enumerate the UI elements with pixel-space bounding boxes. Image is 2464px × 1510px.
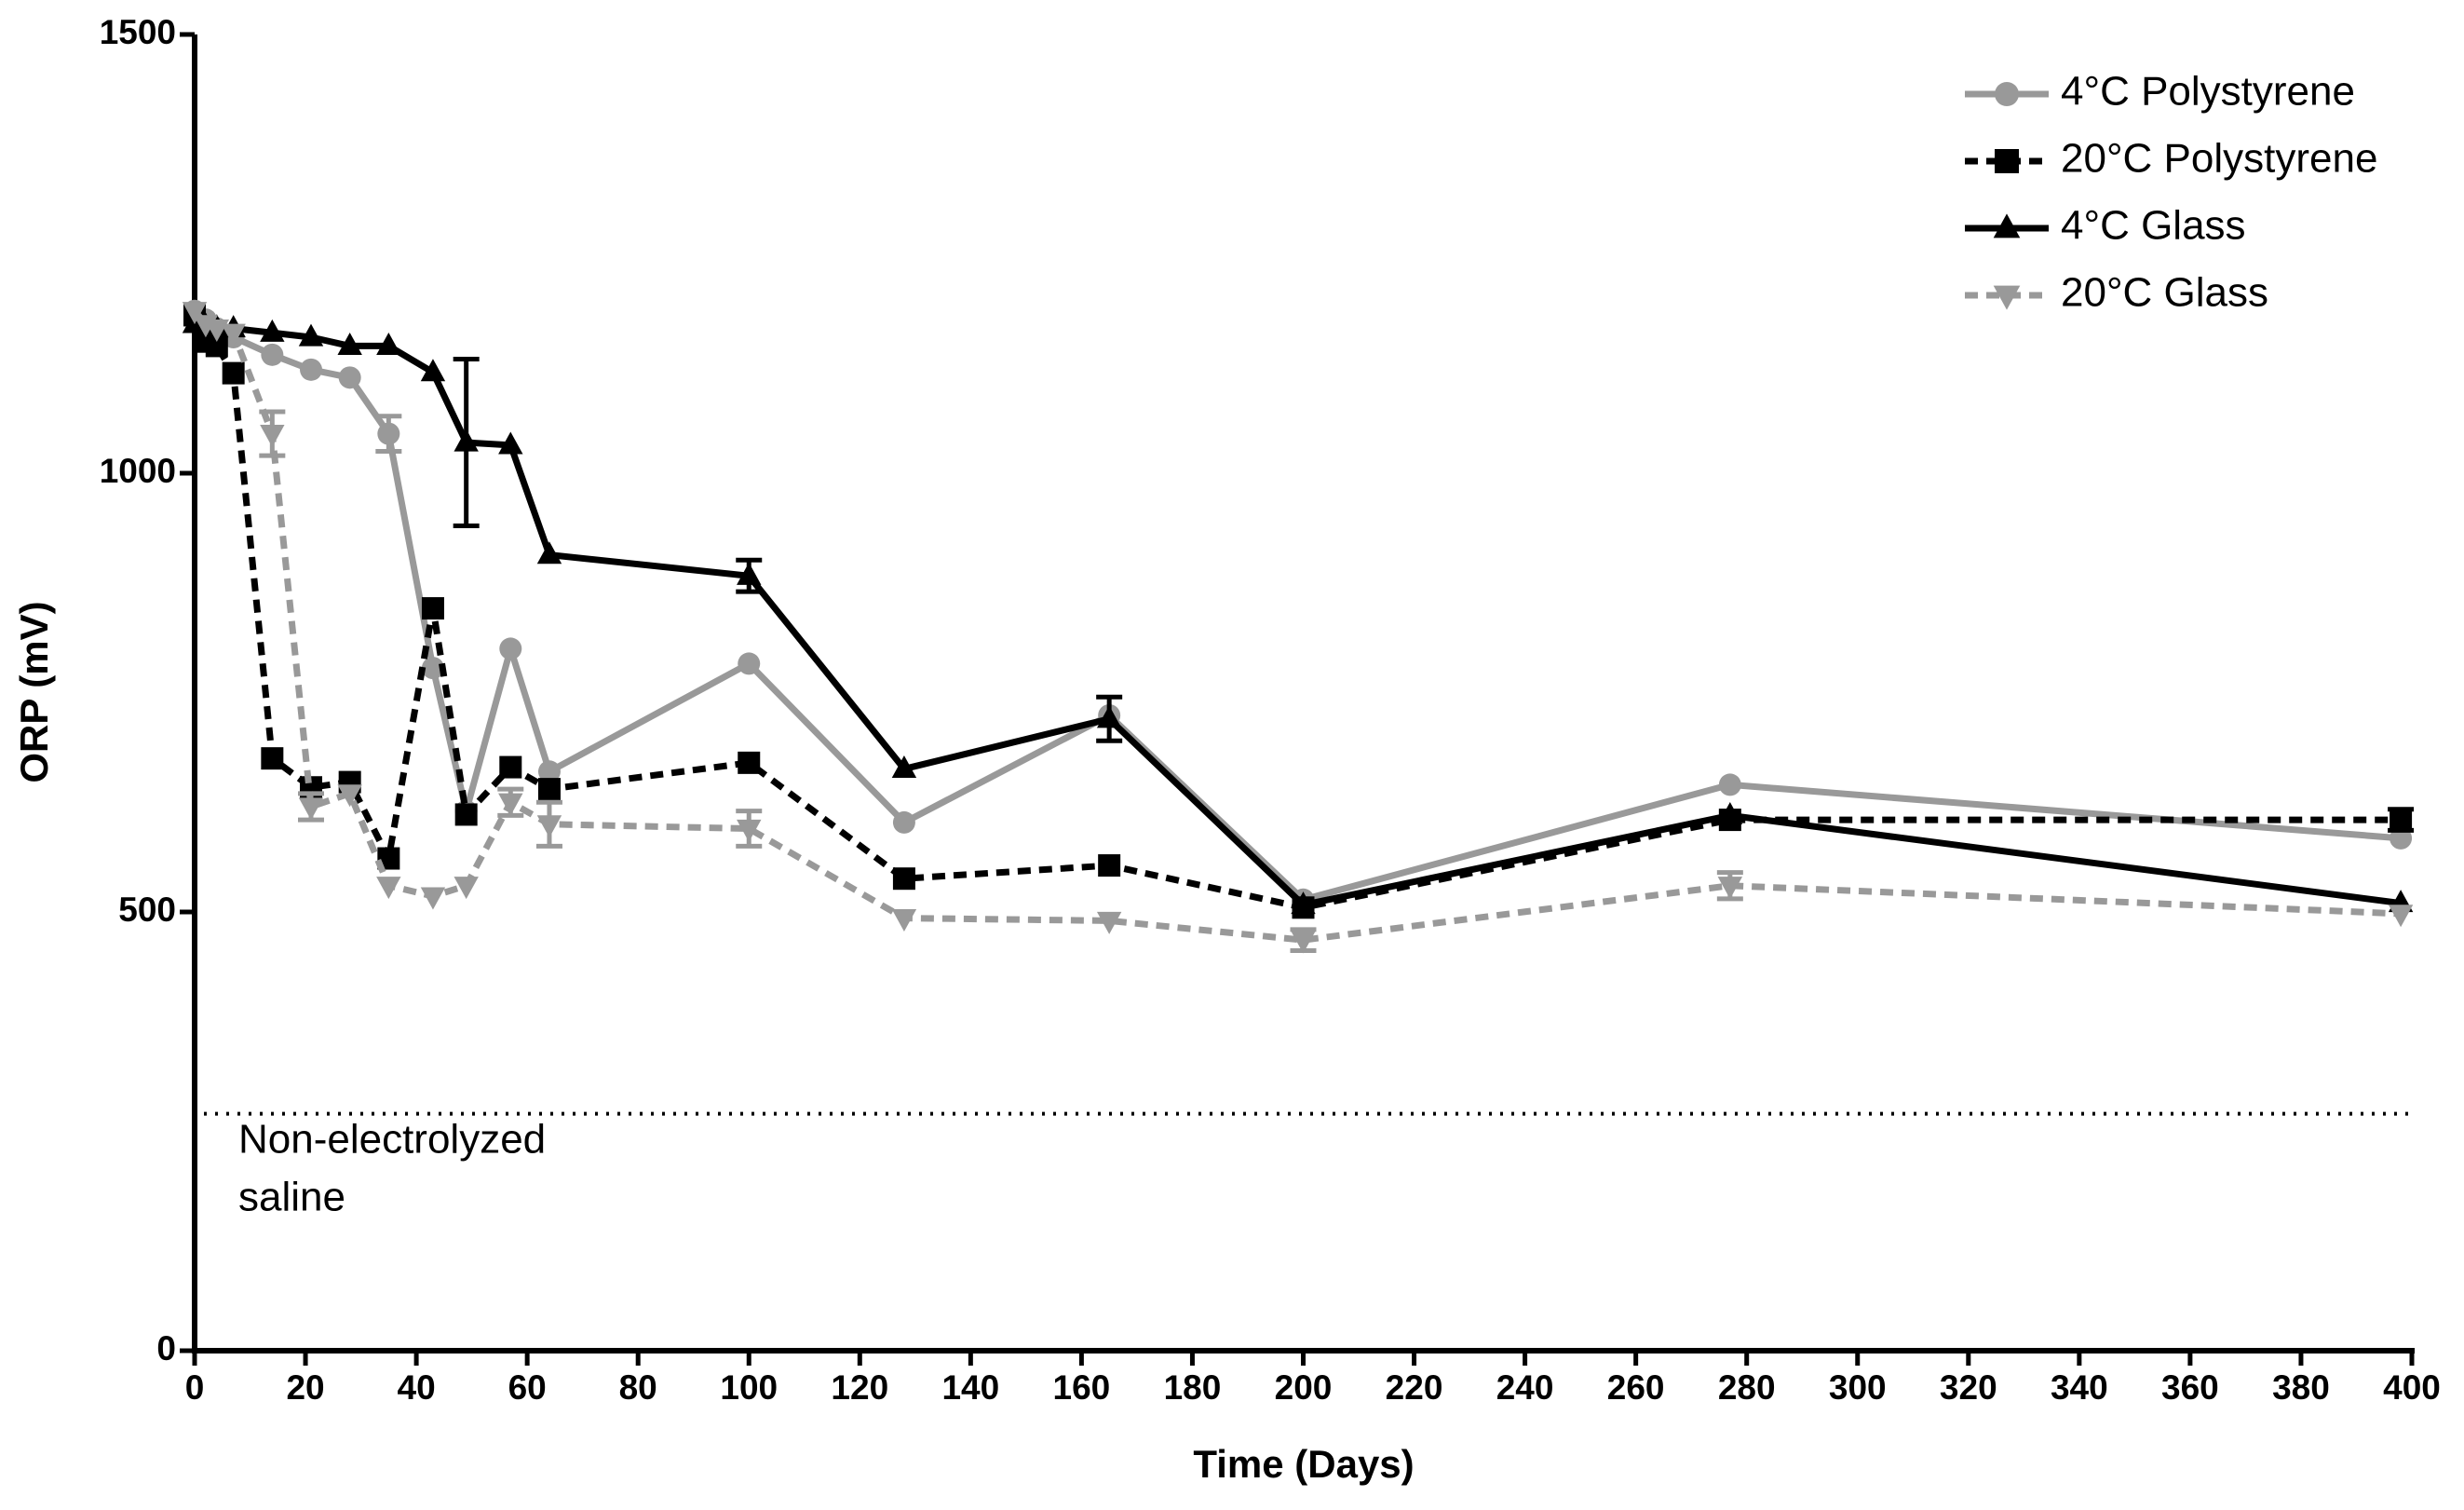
x-tick-label: 140 <box>941 1368 999 1407</box>
marker <box>337 333 362 356</box>
annotation: Non-electrolyzed <box>238 1116 546 1162</box>
marker <box>1993 213 2021 238</box>
marker <box>737 819 762 842</box>
legend-label: 20°C Glass <box>2061 270 2268 316</box>
marker <box>499 637 522 660</box>
marker <box>260 319 285 342</box>
x-tick-label: 200 <box>1275 1368 1333 1407</box>
x-tick-label: 180 <box>1164 1368 1222 1407</box>
marker <box>536 815 562 838</box>
legend-label: 4°C Polystyrene <box>2061 69 2355 115</box>
marker <box>454 803 478 826</box>
marker <box>300 358 323 381</box>
marker <box>298 797 324 821</box>
marker <box>536 541 562 565</box>
marker <box>891 755 917 779</box>
marker <box>1718 773 1741 796</box>
x-tick-label: 160 <box>1053 1368 1111 1407</box>
y-axis-title: ORP (mV) <box>12 601 56 782</box>
marker <box>2390 809 2413 832</box>
x-tick-label: 380 <box>2272 1368 2330 1407</box>
marker <box>537 778 561 801</box>
x-tick-label: 260 <box>1607 1368 1665 1407</box>
marker <box>222 361 245 385</box>
marker <box>1291 891 1316 915</box>
series-line <box>191 314 2402 911</box>
marker <box>892 867 915 891</box>
marker <box>2388 905 2414 928</box>
x-tick-label: 360 <box>2161 1368 2219 1407</box>
marker <box>376 877 401 900</box>
marker <box>499 755 522 779</box>
marker <box>420 359 446 382</box>
x-axis-title: Time (Days) <box>1193 1442 1414 1486</box>
x-tick-label: 280 <box>1718 1368 1776 1407</box>
marker <box>891 908 917 932</box>
marker <box>421 657 444 680</box>
x-tick-label: 120 <box>831 1368 888 1407</box>
x-tick-label: 40 <box>398 1368 436 1407</box>
marker <box>1096 911 1122 934</box>
marker <box>260 425 285 448</box>
legend-label: 4°C Glass <box>2061 203 2246 249</box>
marker <box>376 333 401 356</box>
marker <box>454 877 479 900</box>
marker <box>498 793 523 816</box>
x-tick-label: 340 <box>2051 1368 2108 1407</box>
x-tick-label: 60 <box>508 1368 547 1407</box>
marker <box>1717 801 1743 824</box>
series-line <box>194 320 2402 908</box>
marker <box>221 323 246 347</box>
y-tick-label: 500 <box>118 891 176 929</box>
marker <box>420 887 446 910</box>
marker <box>454 429 479 452</box>
marker <box>1993 285 2021 310</box>
marker <box>298 323 324 347</box>
legend-label: 20°C Polystyrene <box>2061 136 2377 182</box>
marker <box>498 431 523 455</box>
marker <box>737 562 762 585</box>
x-tick-label: 20 <box>286 1368 324 1407</box>
y-tick-label: 1500 <box>100 13 176 51</box>
marker <box>537 760 561 783</box>
x-tick-label: 300 <box>1829 1368 1887 1407</box>
x-tick-label: 400 <box>2383 1368 2441 1407</box>
marker <box>738 751 761 774</box>
marker <box>892 810 915 834</box>
x-tick-label: 220 <box>1386 1368 1443 1407</box>
marker <box>1098 854 1121 877</box>
marker <box>1995 149 2019 173</box>
marker <box>182 302 208 325</box>
marker <box>337 784 362 808</box>
marker <box>1995 82 2019 106</box>
marker <box>1096 705 1122 728</box>
marker <box>738 652 761 675</box>
x-tick-label: 320 <box>1940 1368 1997 1407</box>
x-tick-label: 240 <box>1496 1368 1554 1407</box>
series-line <box>192 308 2402 944</box>
annotation: saline <box>238 1174 345 1219</box>
marker <box>261 343 284 366</box>
x-tick-label: 0 <box>185 1368 205 1407</box>
marker <box>1717 877 1743 900</box>
marker <box>338 366 361 389</box>
marker <box>377 422 400 445</box>
x-tick-label: 100 <box>720 1368 778 1407</box>
marker <box>421 597 444 620</box>
y-tick-label: 0 <box>156 1329 176 1367</box>
x-tick-label: 80 <box>619 1368 657 1407</box>
y-tick-label: 1000 <box>100 452 176 490</box>
marker <box>261 747 284 770</box>
marker <box>1291 931 1316 954</box>
